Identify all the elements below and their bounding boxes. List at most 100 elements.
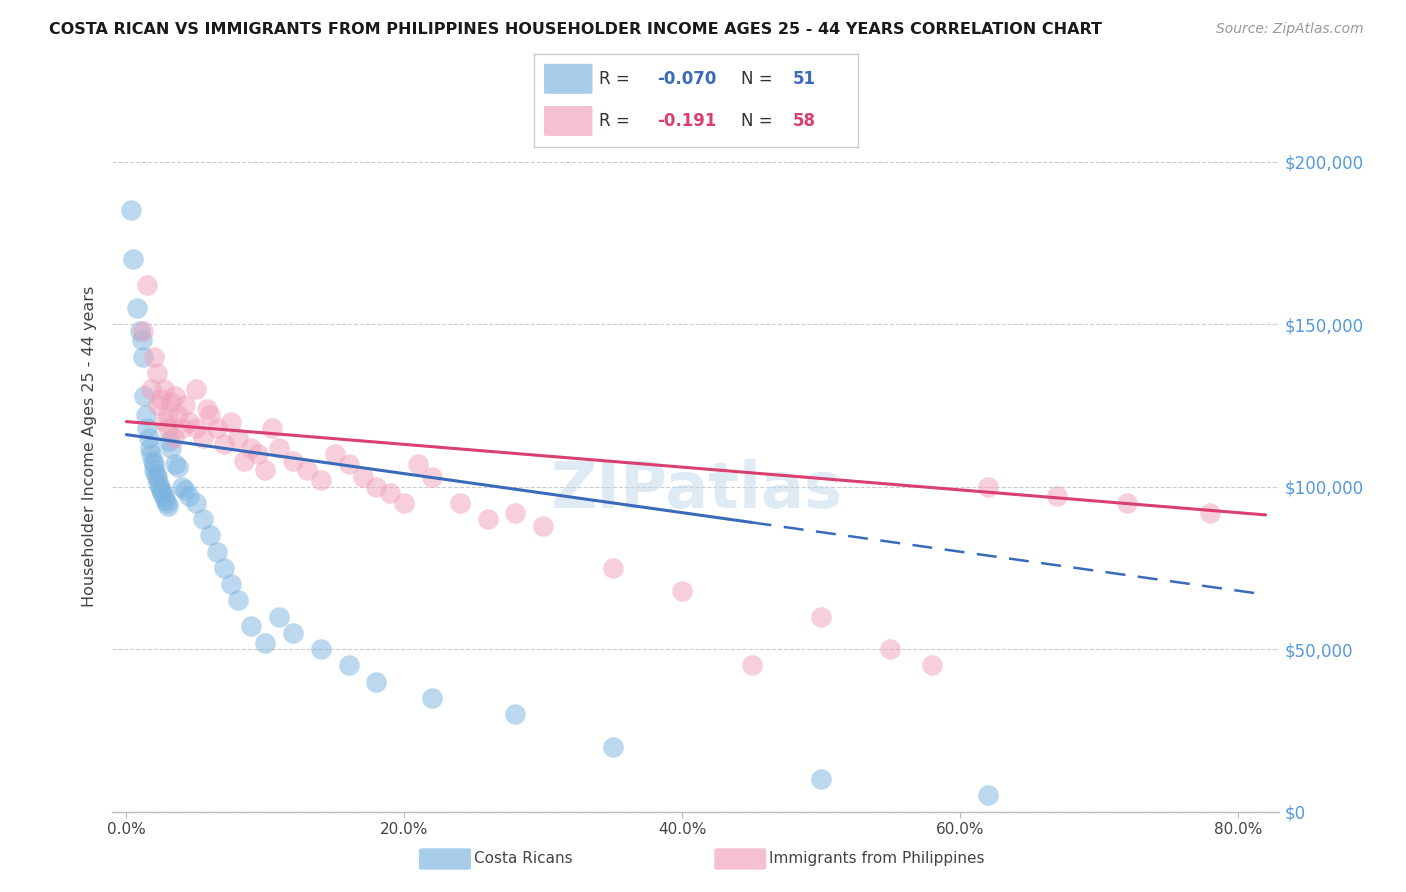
Point [145, 467, 167, 481]
Point [143, 350, 166, 364]
Point [531, 518, 554, 533]
Point [160, 395, 183, 409]
Text: ZIPatlas: ZIPatlas [550, 458, 842, 521]
Point [156, 496, 179, 510]
Point [406, 457, 429, 471]
Point [170, 480, 193, 494]
Point [269, 441, 291, 455]
Point [163, 457, 186, 471]
Point [157, 408, 180, 422]
Point [163, 389, 186, 403]
Point [159, 434, 181, 449]
Point [132, 324, 155, 338]
Point [741, 658, 763, 673]
Text: N =: N = [741, 112, 778, 130]
Point [148, 476, 170, 491]
Point [281, 626, 304, 640]
Point [198, 408, 221, 422]
Point [136, 421, 159, 435]
Point [146, 366, 169, 380]
Point [136, 278, 159, 293]
Point [1046, 489, 1069, 503]
Point [152, 486, 174, 500]
Point [671, 583, 693, 598]
Point [240, 619, 263, 633]
Point [449, 496, 471, 510]
Text: COSTA RICAN VS IMMIGRANTS FROM PHILIPPINES HOUSEHOLDER INCOME AGES 25 - 44 YEARS: COSTA RICAN VS IMMIGRANTS FROM PHILIPPIN… [49, 22, 1102, 37]
Point [177, 489, 200, 503]
Point [233, 453, 256, 467]
Point [602, 561, 624, 575]
Point [205, 421, 228, 435]
Point [352, 470, 374, 484]
Point [337, 457, 360, 471]
Point [166, 460, 188, 475]
Point [602, 739, 624, 754]
Point [205, 544, 228, 558]
Point [143, 463, 166, 477]
Point [129, 324, 152, 338]
Point [247, 447, 270, 461]
Text: -0.191: -0.191 [657, 112, 717, 130]
Point [420, 470, 443, 484]
Point [810, 772, 832, 787]
Point [420, 690, 443, 705]
Point [1199, 506, 1222, 520]
Text: Costa Ricans: Costa Ricans [474, 852, 572, 866]
Point [170, 421, 193, 435]
Text: 58: 58 [793, 112, 815, 130]
Point [132, 350, 155, 364]
Text: R =: R = [599, 112, 640, 130]
Point [337, 658, 360, 673]
Point [198, 528, 221, 542]
Point [191, 512, 214, 526]
Text: Source: ZipAtlas.com: Source: ZipAtlas.com [1216, 22, 1364, 37]
Point [155, 415, 177, 429]
Point [226, 431, 249, 445]
Point [309, 473, 332, 487]
Point [160, 441, 183, 455]
Point [262, 421, 284, 435]
Point [150, 483, 173, 497]
Point [505, 506, 527, 520]
Point [380, 486, 402, 500]
Point [505, 707, 527, 722]
Point [155, 492, 177, 507]
Point [184, 382, 207, 396]
Point [226, 593, 249, 607]
Point [219, 415, 242, 429]
Point [240, 441, 263, 455]
Point [134, 389, 156, 403]
Y-axis label: Householder Income Ages 25 - 44 years: Householder Income Ages 25 - 44 years [82, 285, 97, 607]
Text: R =: R = [599, 70, 636, 87]
Point [122, 252, 145, 266]
Point [184, 496, 207, 510]
Point [173, 483, 195, 497]
Point [366, 674, 388, 689]
Point [139, 441, 162, 455]
Point [195, 401, 218, 416]
Point [141, 382, 163, 396]
Point [141, 447, 163, 461]
Point [184, 421, 207, 435]
Point [309, 642, 332, 657]
Point [212, 561, 235, 575]
Point [162, 431, 184, 445]
Point [153, 382, 176, 396]
Point [323, 447, 346, 461]
Text: N =: N = [741, 70, 778, 87]
Text: Immigrants from Philippines: Immigrants from Philippines [769, 852, 984, 866]
Point [157, 421, 180, 435]
Point [143, 457, 166, 471]
Point [394, 496, 416, 510]
Point [146, 470, 169, 484]
Point [177, 415, 200, 429]
Point [135, 408, 157, 422]
Point [1115, 496, 1137, 510]
Point [477, 512, 499, 526]
Text: -0.070: -0.070 [657, 70, 717, 87]
Point [254, 635, 277, 649]
Point [153, 489, 176, 503]
Point [148, 398, 170, 412]
Point [120, 203, 142, 218]
